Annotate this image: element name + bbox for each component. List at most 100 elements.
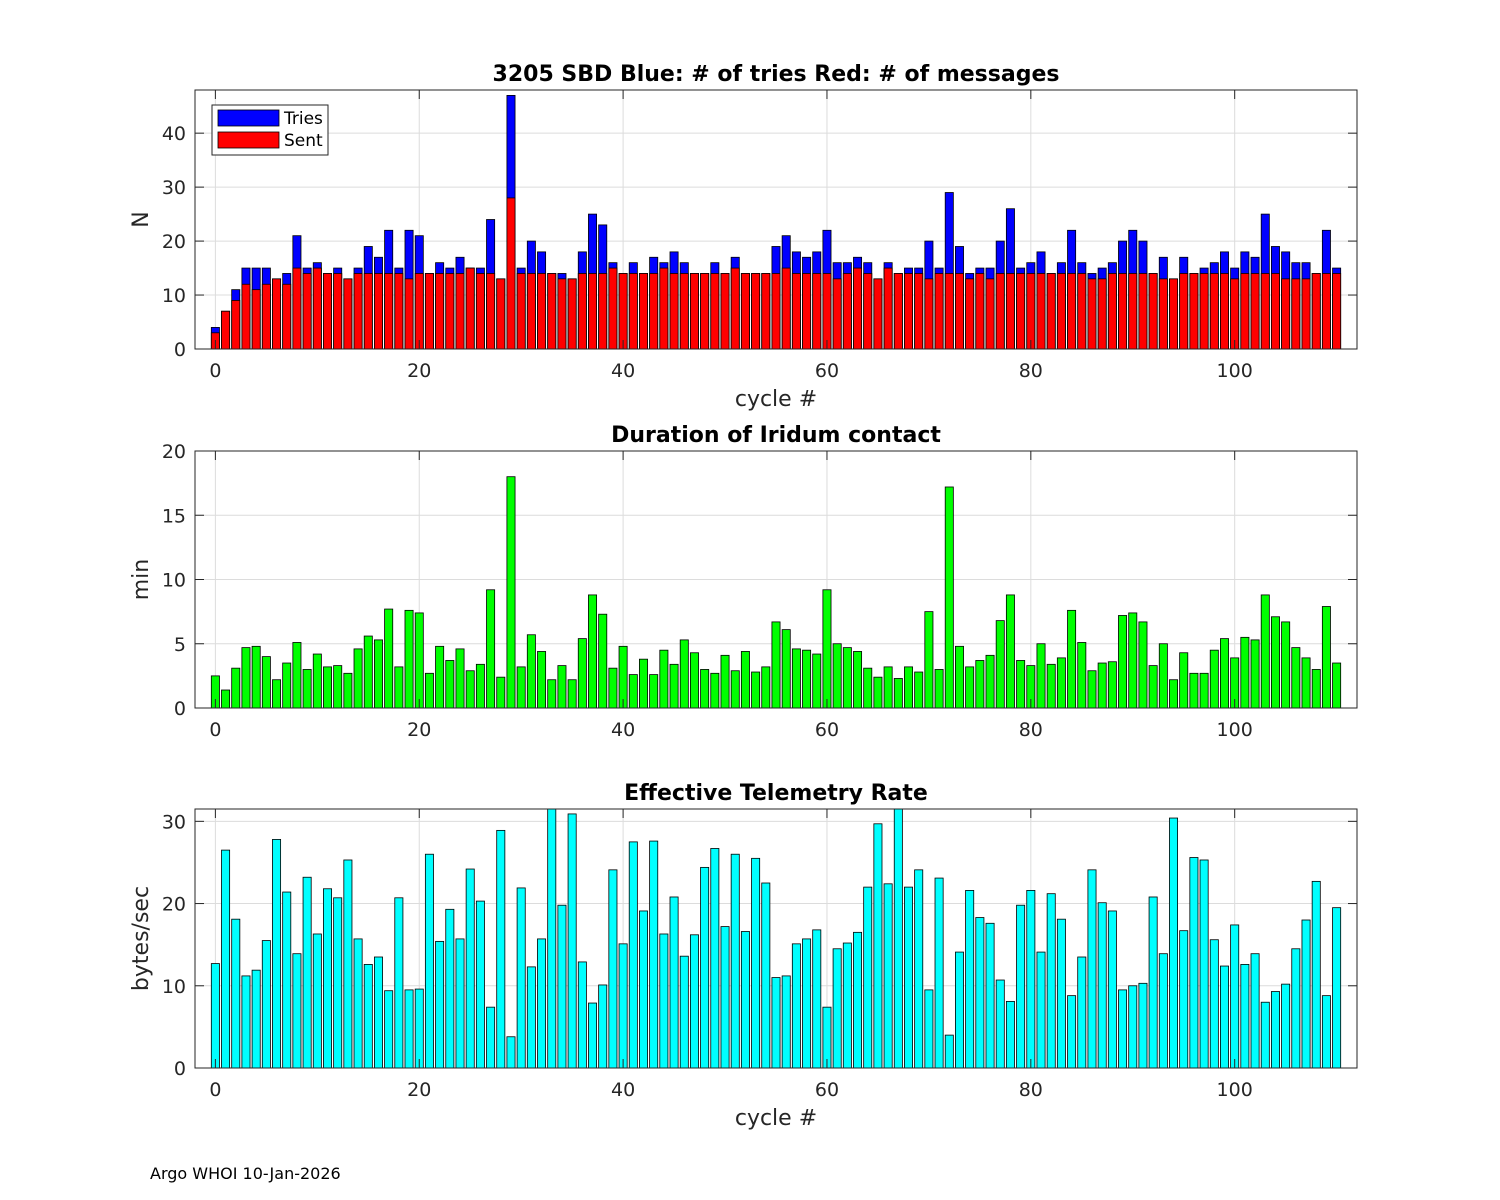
bar-value-29 [506, 476, 516, 709]
bar-value-29 [506, 1036, 516, 1069]
iridium-duration-chart: 0 20 40 60 80 100 0 5 10 15 20 Duration of Iridum c… [129, 423, 1358, 741]
chart-title: Duration of Iridum contact [611, 423, 941, 448]
y-tick-label: 20 [162, 231, 186, 253]
bar-value-90 [1128, 612, 1138, 709]
bar-sent-108 [1311, 273, 1321, 350]
bar-value-9 [302, 876, 312, 1069]
y-tick-label: 5 [174, 634, 186, 656]
bar-value-73 [955, 645, 964, 709]
bar-sent-12 [333, 273, 343, 350]
bar-value-44 [659, 933, 669, 1069]
y-tick-label: 0 [174, 1058, 186, 1080]
bar-sent-17 [384, 273, 394, 350]
bar-sent-2 [231, 300, 241, 350]
bar-value-84 [1067, 995, 1077, 1069]
y-tick-label: 30 [162, 811, 186, 833]
bar-value-59 [812, 653, 822, 709]
bar-value-89 [1118, 615, 1128, 709]
bar-value-54 [761, 666, 771, 709]
bar-value-2 [231, 918, 241, 1069]
legend-label-sent: Sent [284, 131, 323, 151]
bar-value-5 [261, 940, 271, 1069]
bar-sent-29 [506, 197, 516, 350]
bar-value-11 [323, 666, 332, 709]
bar-sent-86 [1087, 278, 1097, 350]
bar-value-66 [883, 666, 893, 709]
bar-value-84 [1067, 609, 1077, 709]
bar-sent-28 [496, 278, 506, 350]
x-tick-label: 80 [1019, 360, 1043, 382]
bar-value-45 [669, 663, 679, 709]
bar-sent-40 [618, 273, 628, 350]
bar-value-43 [649, 840, 659, 1069]
bar-sent-105 [1281, 278, 1291, 350]
bar-value-25 [465, 670, 475, 709]
bar-value-61 [832, 643, 842, 709]
bar-sent-39 [608, 267, 618, 350]
bar-value-63 [853, 931, 863, 1069]
bar-sent-65 [873, 278, 883, 350]
bar-value-12 [333, 665, 343, 709]
bar-sent-87 [1097, 278, 1107, 350]
bar-sent-82 [1046, 273, 1056, 350]
bar-value-20 [414, 988, 424, 1069]
bar-sent-96 [1189, 273, 1199, 350]
bar-sent-104 [1270, 273, 1280, 350]
bar-value-87 [1097, 662, 1107, 709]
bar-sent-103 [1260, 273, 1270, 350]
bar-value-41 [628, 841, 638, 1069]
bar-sent-97 [1199, 273, 1209, 350]
bar-sent-7 [282, 283, 292, 350]
bar-value-17 [384, 608, 394, 709]
bar-sent-74 [965, 278, 975, 350]
bar-sent-90 [1128, 273, 1138, 350]
bar-sent-15 [363, 273, 373, 350]
bar-sent-46 [679, 273, 689, 350]
bar-value-69 [914, 869, 924, 1069]
x-tick-label: 0 [209, 360, 221, 382]
bar-sent-10 [312, 267, 322, 350]
bar-sent-26 [475, 273, 485, 350]
bar-value-10 [312, 653, 322, 709]
bar-sent-67 [893, 273, 903, 350]
bar-value-78 [1005, 594, 1015, 709]
bar-value-88 [1107, 910, 1117, 1069]
bar-value-68 [904, 886, 913, 1069]
bar-value-62 [842, 942, 852, 1069]
bar-value-33 [547, 808, 557, 1069]
bar-sent-66 [883, 267, 893, 350]
bar-value-53 [751, 671, 761, 709]
x-tick-label: 20 [407, 1079, 431, 1101]
bar-value-43 [649, 674, 659, 709]
legend-label-tries: Tries [283, 109, 323, 129]
bar-value-9 [302, 669, 312, 709]
bar-value-97 [1199, 672, 1209, 709]
bar-value-54 [761, 882, 771, 1069]
bar-value-94 [1169, 817, 1178, 1069]
bar-sent-37 [588, 273, 598, 350]
y-tick-label: 30 [162, 177, 186, 199]
bar-value-19 [404, 989, 414, 1069]
bar-value-92 [1148, 665, 1158, 709]
bar-value-74 [965, 666, 975, 709]
bar-value-108 [1311, 880, 1321, 1069]
bar-value-44 [659, 649, 669, 709]
bar-sent-51 [730, 267, 740, 350]
bar-sent-33 [547, 273, 557, 350]
bar-value-46 [679, 955, 689, 1069]
x-tick-label: 20 [407, 719, 431, 741]
bar-value-86 [1087, 869, 1097, 1069]
bar-sent-45 [669, 273, 679, 350]
bar-value-82 [1046, 893, 1056, 1069]
bar-value-17 [384, 990, 394, 1069]
bar-value-82 [1046, 663, 1056, 709]
bar-sent-43 [649, 273, 659, 350]
bar-value-39 [608, 869, 618, 1069]
bar-value-70 [924, 611, 934, 709]
bar-sent-30 [516, 273, 526, 350]
bar-value-57 [791, 943, 801, 1069]
bar-sent-80 [1026, 273, 1036, 350]
bar-value-49 [710, 848, 720, 1069]
bar-value-35 [567, 679, 577, 709]
bar-value-56 [781, 975, 791, 1069]
